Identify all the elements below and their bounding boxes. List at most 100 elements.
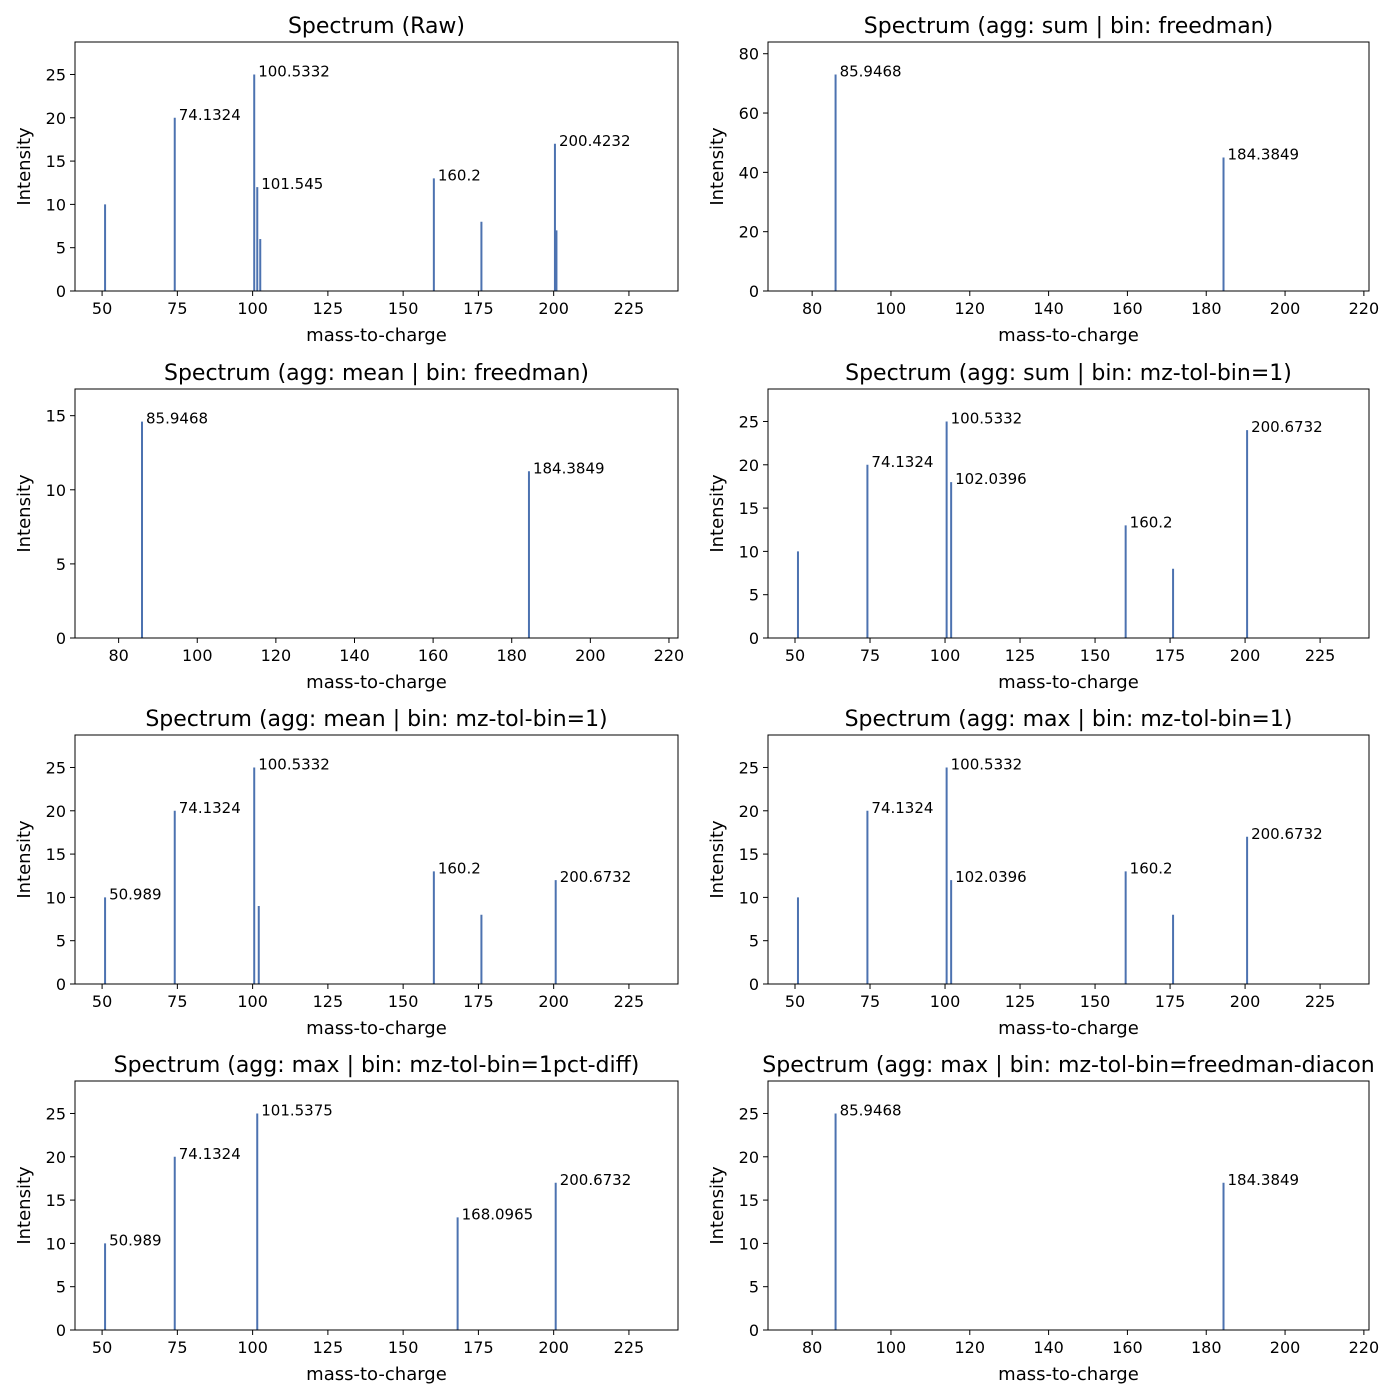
peak-label: 50.989 <box>109 885 161 903</box>
y-tick-label: 10 <box>46 481 66 500</box>
x-tick-label: 75 <box>167 992 187 1011</box>
y-tick-label: 20 <box>46 802 66 821</box>
y-axis-label: Intensity <box>707 127 728 206</box>
x-tick-label: 120 <box>261 646 292 665</box>
x-tick-label: 100 <box>182 646 213 665</box>
y-axis-label: Intensity <box>14 474 35 553</box>
y-tick-label: 5 <box>56 239 66 258</box>
x-tick-label: 125 <box>1005 646 1036 665</box>
x-tick-label: 80 <box>802 299 822 318</box>
subplot-title: Spectrum (agg: max | bin: mz-tol-bin=1pc… <box>114 1053 640 1078</box>
y-tick-label: 0 <box>56 282 66 301</box>
subplot-2: Spectrum (agg: sum | bin: freedman) 85.94… <box>707 14 1379 346</box>
peak-label: 102.0396 <box>955 470 1027 488</box>
x-tick-label: 50 <box>92 1338 112 1357</box>
peak-label: 50.989 <box>109 1231 161 1249</box>
x-axis-label: mass-to-charge <box>998 1364 1139 1385</box>
y-tick-label: 5 <box>56 555 66 574</box>
x-tick-label: 200 <box>1230 646 1261 665</box>
x-tick-label: 225 <box>614 299 645 318</box>
x-tick-label: 100 <box>237 992 268 1011</box>
peak-label: 200.4232 <box>559 132 631 150</box>
peak-label: 100.5332 <box>951 755 1023 773</box>
x-tick-label: 175 <box>1155 992 1186 1011</box>
axes-frame <box>74 734 679 985</box>
peak-label: 200.6732 <box>1251 418 1323 436</box>
x-axis-label: mass-to-charge <box>998 1018 1139 1039</box>
x-tick-label: 50 <box>92 992 112 1011</box>
x-tick-label: 225 <box>1305 646 1336 665</box>
y-tick-label: 20 <box>739 456 759 475</box>
y-tick-label: 0 <box>749 975 759 994</box>
x-tick-label: 80 <box>108 646 128 665</box>
peak-label: 74.1324 <box>179 106 241 124</box>
axes-frame <box>767 388 1370 639</box>
peak-label: 200.6732 <box>560 1171 632 1189</box>
y-tick-label: 10 <box>46 888 66 907</box>
subplot-3: Spectrum (agg: mean | bin: freedman) 85.9… <box>14 361 684 693</box>
y-axis-label: Intensity <box>14 1166 35 1245</box>
y-axis-label: Intensity <box>707 474 728 553</box>
subplot-title: Spectrum (agg: mean | bin: mz-tol-bin=1) <box>145 707 607 732</box>
y-tick-label: 25 <box>739 758 759 777</box>
x-tick-label: 100 <box>930 646 961 665</box>
x-tick-label: 100 <box>876 1338 907 1357</box>
peak-label: 200.6732 <box>1251 825 1323 843</box>
y-tick-label: 25 <box>739 1104 759 1123</box>
y-tick-label: 20 <box>739 223 759 242</box>
y-tick-label: 15 <box>46 1191 66 1210</box>
x-tick-label: 125 <box>313 299 344 318</box>
axes-frame <box>767 734 1370 985</box>
x-tick-label: 180 <box>1191 1338 1222 1357</box>
x-tick-label: 80 <box>802 1338 822 1357</box>
y-tick-label: 25 <box>46 1104 66 1123</box>
y-axis-label: Intensity <box>707 820 728 899</box>
x-tick-label: 225 <box>614 992 645 1011</box>
y-tick-label: 25 <box>739 412 759 431</box>
y-tick-label: 25 <box>46 758 66 777</box>
x-tick-label: 220 <box>654 646 685 665</box>
x-tick-label: 200 <box>1270 1338 1301 1357</box>
x-tick-label: 220 <box>1349 299 1380 318</box>
x-tick-label: 200 <box>538 1338 569 1357</box>
y-tick-label: 15 <box>739 1191 759 1210</box>
y-tick-label: 0 <box>56 629 66 648</box>
peak-label: 102.0396 <box>955 868 1027 886</box>
x-axis-label: mass-to-charge <box>998 325 1139 346</box>
x-tick-label: 200 <box>1230 992 1261 1011</box>
x-tick-label: 50 <box>785 646 805 665</box>
x-tick-label: 150 <box>388 992 419 1011</box>
y-tick-label: 0 <box>749 629 759 648</box>
subplot-title: Spectrum (agg: sum | bin: freedman) <box>864 14 1273 39</box>
subplot-7: Spectrum (agg: max | bin: mz-tol-bin=1pc… <box>14 1053 679 1385</box>
y-tick-label: 15 <box>46 407 66 426</box>
x-tick-label: 125 <box>313 1338 344 1357</box>
x-tick-label: 100 <box>237 299 268 318</box>
x-tick-label: 200 <box>575 646 606 665</box>
x-tick-label: 75 <box>860 992 880 1011</box>
y-tick-label: 0 <box>749 282 759 301</box>
subplot-title: Spectrum (agg: max | bin: mz-tol-bin=fre… <box>762 1053 1374 1078</box>
y-axis-label: Intensity <box>14 127 35 206</box>
y-tick-label: 80 <box>739 45 759 64</box>
x-tick-label: 175 <box>463 299 494 318</box>
y-tick-label: 60 <box>739 104 759 123</box>
y-tick-label: 10 <box>739 1234 759 1253</box>
axes-frame <box>767 1080 1370 1331</box>
y-tick-label: 10 <box>46 1234 66 1253</box>
x-tick-label: 200 <box>538 299 569 318</box>
y-tick-label: 20 <box>46 1148 66 1167</box>
x-tick-label: 120 <box>955 299 986 318</box>
peak-label: 100.5332 <box>951 409 1023 427</box>
peak-label: 100.5332 <box>258 755 330 773</box>
x-axis-label: mass-to-charge <box>306 672 447 693</box>
y-tick-label: 20 <box>739 1148 759 1167</box>
x-axis-label: mass-to-charge <box>306 1018 447 1039</box>
subplot-6: Spectrum (agg: max | bin: mz-tol-bin=1) 7… <box>707 707 1370 1039</box>
y-tick-label: 5 <box>749 932 759 951</box>
peak-label: 85.9468 <box>146 410 208 428</box>
x-axis-label: mass-to-charge <box>306 325 447 346</box>
y-tick-label: 5 <box>749 586 759 605</box>
peak-label: 100.5332 <box>258 62 330 80</box>
peak-label: 200.6732 <box>560 868 632 886</box>
